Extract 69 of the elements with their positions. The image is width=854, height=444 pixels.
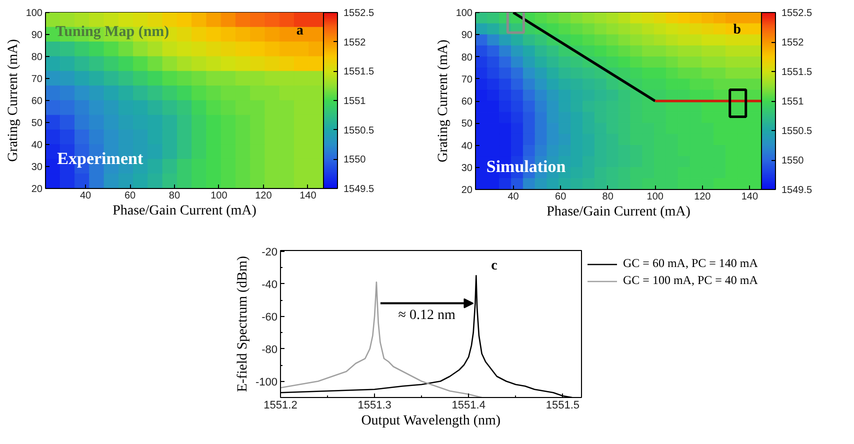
legend-label: GC = 100 mA, PC = 40 mA (623, 273, 758, 288)
annotation: Experiment (57, 149, 144, 168)
color-bar-label: 1549.5 (782, 185, 813, 196)
y-axis-title: E-field Spectrum (dBm) (235, 256, 250, 392)
y-tick-label: 80 (461, 52, 473, 64)
color-bar-label: 1549.5 (344, 184, 375, 195)
x-tick-label: 40 (508, 192, 520, 202)
x-tick-label: 120 (255, 190, 272, 202)
x-tick-label: 140 (300, 190, 317, 202)
y-tick-label: 30 (461, 162, 473, 174)
y-tick-label: 70 (31, 74, 43, 85)
x-tick-label: 1551.2 (264, 400, 298, 412)
y-tick-label: 50 (461, 118, 473, 130)
x-tick-label: 1551.4 (452, 400, 486, 412)
color-bar-label: 1551.5 (344, 66, 375, 78)
y-axis-title: Grating Current (mA) (6, 38, 21, 162)
x-tick-label: 80 (602, 192, 614, 202)
x-tick-label: 100 (646, 192, 664, 202)
color-bar-label: 1552 (782, 38, 804, 48)
y-tick-label: 100 (456, 8, 473, 19)
y-tick-label: -60 (262, 311, 278, 324)
x-tick-label: 60 (124, 190, 136, 202)
annotation: Simulation (486, 156, 566, 176)
line-series (280, 282, 482, 398)
y-tick-label: 20 (461, 185, 473, 196)
y-tick-label: -40 (262, 278, 278, 291)
y-tick-label: 20 (31, 184, 43, 195)
color-bar-label: 1550.5 (782, 126, 813, 137)
color-bar-label: 1550.5 (344, 125, 375, 136)
x-axis-title: Phase/Gain Current (mA) (546, 204, 691, 220)
x-tick-label: 100 (210, 190, 228, 202)
y-tick-label: 70 (461, 74, 473, 86)
y-tick-label: -80 (262, 344, 278, 356)
y-tick-label: 40 (31, 140, 43, 151)
annotation: ≈ 0.12 nm (398, 308, 456, 323)
annotation: Tuning Map (nm) (56, 24, 170, 40)
color-bar-label: 1552.5 (782, 8, 813, 19)
y-tick-label: 40 (461, 140, 473, 152)
x-tick-label: 1551.3 (358, 400, 392, 412)
x-tick-label: 60 (555, 192, 567, 202)
y-tick-label: 30 (31, 162, 43, 173)
x-tick-label: 40 (80, 190, 92, 202)
annotation: a (296, 23, 304, 38)
legend-label: GC = 60 mA, PC = 140 mA (623, 256, 758, 271)
y-tick-label: 60 (31, 96, 43, 107)
color-bar-label: 1550 (782, 156, 804, 166)
y-tick-label: 80 (31, 52, 43, 63)
color-bar-label: 1551 (782, 96, 804, 108)
y-tick-label: 60 (461, 96, 473, 108)
y-tick-label: 90 (31, 30, 43, 41)
x-tick-label: 80 (168, 190, 180, 202)
y-tick-label: -20 (262, 246, 278, 258)
color-bar-label: 1552.5 (344, 8, 375, 19)
x-tick-label: 120 (694, 192, 712, 202)
x-axis-title: Output Wavelength (nm) (361, 414, 501, 428)
y-tick-label: 50 (31, 118, 43, 129)
y-axis-title: Grating Current (mA) (436, 39, 451, 162)
x-axis-title: Phase/Gain Current (mA) (112, 204, 257, 218)
color-bar-label: 1552 (344, 37, 366, 48)
color-bar-label: 1551.5 (782, 67, 813, 78)
y-tick-label: 90 (461, 30, 473, 42)
color-bar-label: 1551 (344, 96, 366, 107)
y-tick-label: 100 (26, 8, 43, 19)
annotation: b (733, 22, 742, 38)
color-bar-label: 1550 (344, 154, 366, 166)
annotation: c (491, 258, 498, 274)
y-tick-label: -100 (255, 376, 278, 388)
x-tick-label: 140 (741, 192, 758, 202)
x-tick-label: 1551.5 (546, 400, 580, 412)
